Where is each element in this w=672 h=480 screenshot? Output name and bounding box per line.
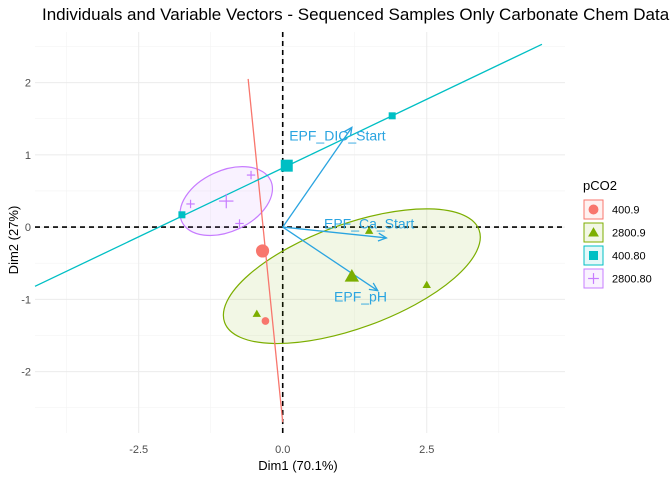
point-0-0 bbox=[261, 317, 270, 325]
vector-arrow-0 bbox=[282, 127, 353, 228]
y-axis-ticks: -2 -1 0 1 2 bbox=[21, 78, 31, 379]
point-1-2 bbox=[364, 226, 374, 234]
point-1-1 bbox=[422, 280, 431, 289]
legend-symbol-0 bbox=[588, 204, 599, 215]
y-axis-title: Dim2 (27%) bbox=[6, 206, 21, 275]
x-tick-label: 0.0 bbox=[275, 444, 290, 456]
x-tick-label: 2.5 bbox=[419, 444, 434, 456]
legend-title: pCO2 bbox=[583, 178, 617, 193]
y-tick-label: -1 bbox=[21, 294, 31, 306]
point-2-1 bbox=[388, 112, 396, 120]
point-3-1 bbox=[246, 170, 256, 180]
vector-label-2: EPF_pH bbox=[334, 289, 387, 305]
grid bbox=[35, 32, 565, 433]
centroid-1 bbox=[344, 269, 360, 282]
vector-arrow-2 bbox=[282, 226, 379, 292]
centroid-2 bbox=[280, 159, 293, 172]
vector-arrowhead-0 bbox=[343, 126, 353, 137]
vector-arrowhead-1 bbox=[377, 232, 388, 242]
legend: pCO2 400.9 2800.9 400.80 2800.80 bbox=[583, 178, 652, 289]
vector-label-1: EPF_Ca_Start bbox=[324, 216, 414, 232]
y-tick-label: 0 bbox=[25, 222, 31, 234]
point-2-0 bbox=[178, 211, 186, 219]
legend-symbol-2 bbox=[589, 251, 598, 260]
y-tick-label: 2 bbox=[25, 78, 31, 90]
legend-label-3: 2800.80 bbox=[612, 274, 652, 286]
variable-vectors: EPF_DIC_Start EPF_Ca_Start EPF_pH bbox=[282, 126, 414, 305]
centroid-3 bbox=[219, 193, 234, 209]
x-axis-ticks: -2.5 0.0 2.5 bbox=[129, 444, 434, 456]
y-tick-label: -2 bbox=[21, 367, 31, 379]
vector-arrow-1 bbox=[282, 226, 387, 239]
legend-label-0: 400.9 bbox=[612, 205, 640, 217]
y-tick-label: 1 bbox=[25, 150, 31, 162]
x-tick-label: -2.5 bbox=[129, 444, 148, 456]
point-3-2 bbox=[235, 219, 244, 228]
centroid-0 bbox=[255, 244, 270, 258]
confidence-ellipses bbox=[179, 166, 481, 345]
legend-label-1: 2800.9 bbox=[612, 228, 646, 240]
legend-label-2: 400.80 bbox=[612, 251, 646, 263]
point-3-0 bbox=[186, 199, 195, 209]
reference-lines bbox=[35, 32, 565, 433]
point-1-0 bbox=[252, 309, 261, 317]
legend-symbol-1 bbox=[588, 227, 599, 237]
chart-title: Individuals and Variable Vectors - Seque… bbox=[42, 5, 670, 24]
legend-symbol-3 bbox=[588, 273, 599, 284]
vector-arrowhead-2 bbox=[368, 282, 380, 292]
individual-points bbox=[178, 112, 431, 325]
vector-label-0: EPF_DIC_Start bbox=[289, 127, 386, 143]
x-axis-title: Dim1 (70.1%) bbox=[258, 458, 337, 473]
